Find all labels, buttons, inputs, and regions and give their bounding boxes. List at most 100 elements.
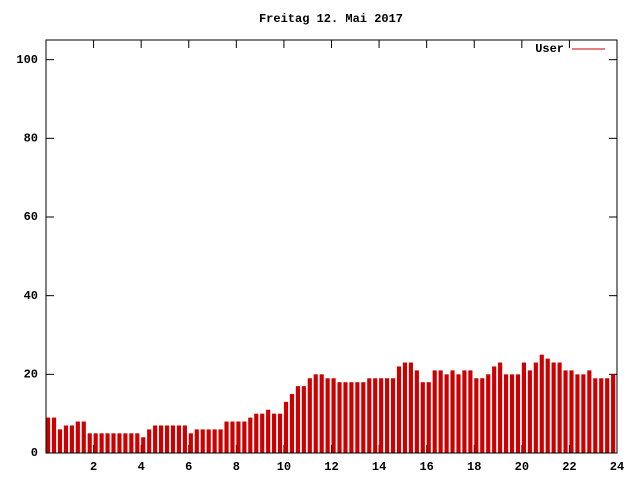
impulse: [75, 421, 80, 453]
impulse: [563, 370, 568, 453]
impulse: [480, 378, 485, 453]
impulse: [117, 433, 122, 453]
impulse: [51, 417, 57, 453]
impulse: [123, 433, 128, 453]
impulse: [396, 366, 402, 453]
impulse: [301, 386, 306, 453]
impulse: [379, 378, 384, 453]
impulse: [212, 429, 217, 453]
impulse: [63, 425, 69, 453]
impulse: [69, 425, 74, 453]
impulse: [277, 413, 283, 453]
impulse: [224, 421, 229, 453]
impulse: [444, 374, 449, 453]
impulse: [111, 433, 116, 453]
impulse: [402, 362, 408, 453]
impulse: [153, 425, 158, 453]
impulse: [426, 382, 431, 453]
impulse: [462, 370, 467, 453]
legend-label: User: [535, 42, 564, 56]
impulse: [129, 433, 134, 453]
impulse: [438, 370, 443, 453]
impulse: [545, 358, 550, 453]
impulse: [408, 362, 413, 453]
impulse: [46, 417, 51, 453]
y-tick-label: 40: [24, 289, 38, 303]
impulse: [390, 378, 396, 453]
impulse: [254, 413, 259, 453]
x-tick-label: 12: [324, 460, 338, 474]
impulse: [266, 409, 271, 453]
impulse: [486, 374, 491, 453]
impulse: [575, 374, 580, 453]
impulse: [605, 378, 610, 453]
impulse: [313, 374, 318, 453]
impulse: [343, 382, 348, 453]
impulse: [349, 382, 354, 453]
impulse: [432, 370, 437, 453]
impulse: [272, 413, 277, 453]
impulse: [414, 370, 419, 453]
x-tick-label: 10: [277, 460, 291, 474]
x-tick-label: 6: [185, 460, 192, 474]
x-tick-label: 4: [138, 460, 145, 474]
impulse: [283, 401, 289, 453]
y-tick-label: 80: [24, 132, 38, 146]
impulse: [456, 374, 461, 453]
impulse: [503, 374, 509, 453]
impulse: [99, 433, 104, 453]
impulse: [551, 362, 556, 453]
x-tick-label: 2: [90, 460, 97, 474]
impulse: [599, 378, 604, 453]
impulse: [319, 374, 324, 453]
impulse: [474, 378, 479, 453]
impulse: [498, 362, 503, 453]
impulse: [159, 425, 164, 453]
impulse: [194, 429, 199, 453]
impulse: [581, 374, 586, 453]
impulse: [93, 433, 98, 453]
impulse: [218, 429, 223, 453]
impulse: [206, 429, 211, 453]
chart-title: Freitag 12. Mai 2017: [259, 12, 403, 26]
y-tick-label: 60: [24, 210, 38, 224]
impulse: [105, 433, 110, 453]
impulse: [420, 382, 425, 453]
impulse: [325, 378, 330, 453]
impulse: [533, 362, 538, 453]
impulse: [385, 378, 390, 453]
impulse: [515, 374, 521, 453]
plot-border: [45, 39, 618, 454]
impulse: [337, 382, 342, 453]
impulse: [176, 425, 182, 453]
x-tick-label: 20: [515, 460, 529, 474]
impulse: [87, 433, 92, 453]
impulse: [373, 378, 378, 453]
impulse: [307, 378, 312, 453]
impulse: [587, 370, 592, 453]
y-tick-label: 0: [31, 446, 38, 460]
impulse: [200, 429, 205, 453]
impulse: [260, 413, 265, 453]
impulse: [367, 378, 372, 453]
impulse: [450, 370, 455, 453]
impulse: [230, 421, 235, 453]
impulse: [248, 417, 253, 453]
impulse: [141, 437, 146, 453]
impulse: [539, 354, 544, 453]
impulse: [57, 429, 63, 453]
y-tick-label: 100: [16, 53, 38, 67]
y-tick-label: 20: [24, 368, 38, 382]
impulse: [557, 362, 562, 453]
impulse: [492, 366, 497, 453]
impulse: [509, 374, 515, 453]
impulse: [593, 378, 598, 453]
impulse: [236, 421, 241, 453]
impulse: [527, 370, 532, 453]
impulse: [81, 421, 86, 453]
impulse: [164, 425, 170, 453]
impulse: [242, 421, 247, 453]
impulse: [361, 382, 366, 453]
